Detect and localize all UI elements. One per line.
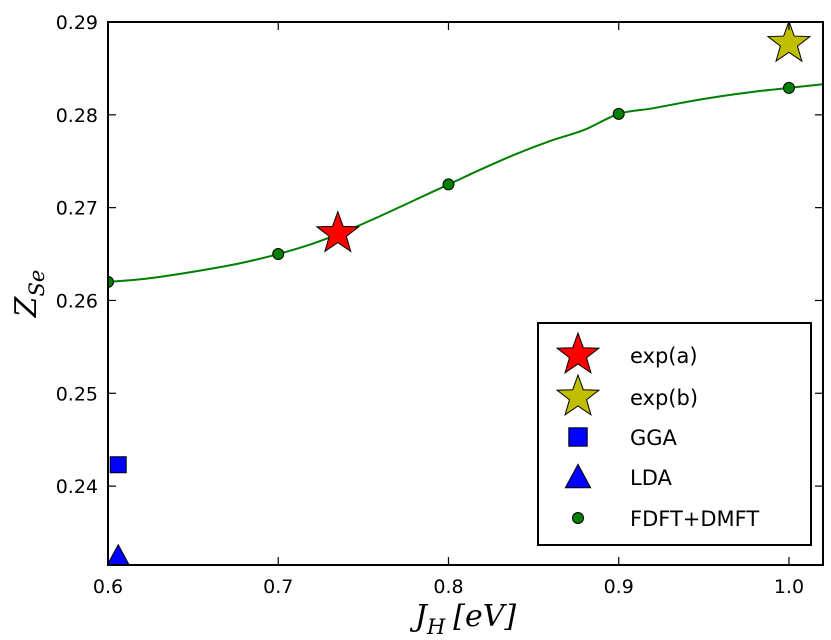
legend-label-exp-b: exp(b) (630, 386, 698, 410)
x-axis-label: JH [eV] (409, 599, 516, 639)
legend-label-exp-a: exp(a) (630, 344, 698, 368)
legend-marker-fdft-dmft (572, 512, 584, 524)
legend-label-fdft-dmft: FDFT+DMFT (630, 507, 759, 531)
x-tick-label: 0.8 (433, 576, 463, 598)
point-gga (109, 456, 127, 474)
point-fdft-dmft (442, 178, 455, 191)
plot-frame (107, 21, 824, 566)
legend-label-lda: LDA (630, 466, 673, 490)
y-tick-label: 0.27 (56, 198, 98, 220)
fit-curve-line (108, 83, 823, 283)
y-tick-label: 0.29 (56, 12, 98, 34)
x-tick-label: 0.9 (604, 576, 634, 598)
legend-marker-gga (568, 427, 588, 447)
y-tick-label: 0.25 (56, 383, 98, 405)
legend-label-gga: GGA (630, 426, 678, 450)
y-tick-label: 0.26 (56, 290, 98, 312)
point-exp-b (766, 22, 812, 63)
legend: exp(a) exp(b) GGA LDA FDFT+DMFT (537, 322, 812, 546)
point-fdft-dmft (782, 81, 795, 94)
point-lda (108, 543, 130, 565)
x-tick-label: 0.7 (263, 576, 293, 598)
x-tick-label: 1.0 (774, 576, 804, 598)
legend-marker-lda (564, 463, 592, 489)
plot-clip-group (108, 22, 823, 565)
axes: 0.6 0.7 0.8 0.9 1.0 0.24 0.25 0.26 0.27 0.28 0.29 J… (9, 12, 824, 639)
point-fdft-dmft (612, 107, 625, 120)
y-tick-label: 0.28 (56, 105, 98, 127)
legend-marker-exp-a (555, 331, 601, 374)
y-axis-label: ZSe (9, 270, 49, 319)
point-fdft-dmft (108, 275, 114, 288)
y-tick-label: 0.24 (56, 476, 98, 498)
x-tick-label: 0.6 (93, 576, 123, 598)
point-exp-a (315, 210, 361, 253)
plot-area (108, 22, 823, 565)
point-fdft-dmft (272, 248, 285, 261)
legend-marker-exp-b (555, 373, 601, 416)
